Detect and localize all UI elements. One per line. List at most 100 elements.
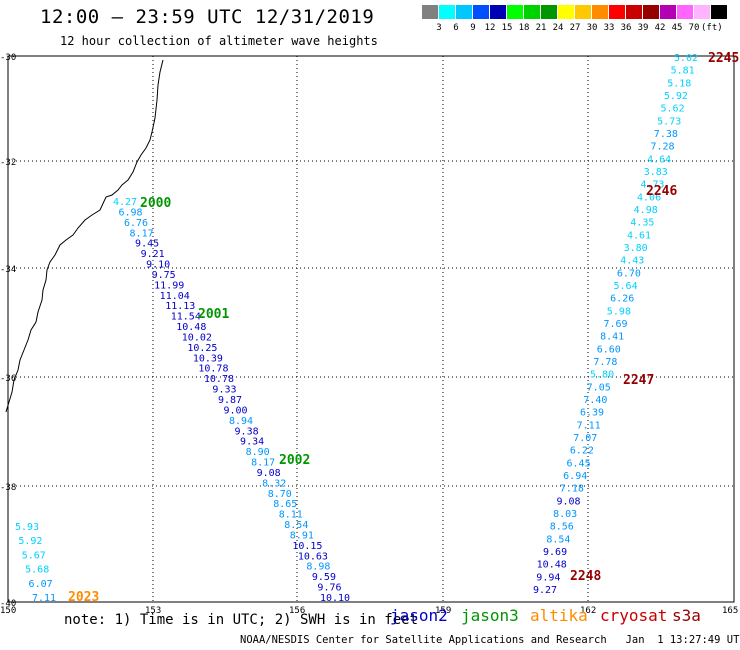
track3-swh-value: 3.83	[644, 167, 668, 178]
legend-jason3: jason3	[461, 606, 519, 625]
track3-swh-value: 6.60	[597, 344, 621, 355]
scale-label: 6	[453, 23, 459, 33]
track1-swh-value: 9.00	[223, 405, 247, 416]
track3-swh-value: 10.48	[537, 560, 567, 571]
latitude-label: -40	[0, 599, 16, 609]
coastline	[5, 59, 164, 413]
scale-swatch	[626, 5, 642, 19]
track1-swh-value: 10.78	[204, 374, 234, 385]
track2-swh-value: 5.93	[15, 522, 39, 533]
scale-swatch	[643, 5, 659, 19]
latitude-label: -30	[0, 53, 16, 63]
longitude-label: 162	[580, 606, 596, 616]
pass-time-label: 2247	[623, 373, 654, 388]
track1-swh-value: 8.94	[229, 416, 253, 427]
track3-swh-value: 7.07	[573, 433, 597, 444]
track1-swh-value: 9.75	[152, 270, 176, 281]
track3-swh-value: 9.08	[556, 496, 580, 507]
track3-swh-value: 9.69	[543, 547, 567, 558]
track2-swh-value: 5.67	[22, 550, 46, 561]
track3-swh-value: 7.05	[587, 382, 611, 393]
track3-swh-value: 9.94	[536, 572, 560, 583]
scale-label: 12	[484, 23, 496, 33]
track3-swh-value: 5.18	[667, 78, 691, 89]
map-subtitle: 12 hour collection of altimeter wave hei…	[60, 34, 378, 48]
track1-swh-value: 8.65	[273, 499, 297, 510]
track1-swh-value: 6.98	[118, 207, 142, 218]
latitude-label: -38	[0, 483, 16, 493]
track3-swh-value: 8.54	[546, 534, 570, 545]
track3-swh-value: 6.26	[610, 294, 634, 305]
track1-swh-value: 11.99	[154, 280, 184, 291]
track3-swh-value: 5.92	[664, 91, 688, 102]
scale-label: 24	[552, 23, 564, 33]
track1-swh-value: 9.38	[235, 426, 259, 437]
track1-swh-value: 8.98	[306, 562, 330, 573]
longitude-label: 156	[289, 606, 305, 616]
scale-label: 9	[470, 23, 476, 33]
track3-swh-value: 4.73	[640, 180, 664, 191]
track3-swh-value: 5.73	[657, 116, 681, 127]
track3-swh-value: 6.70	[617, 268, 641, 279]
track1-swh-value: 6.76	[124, 218, 148, 229]
pass-time-label: 2000	[140, 196, 171, 211]
track1-swh-value: 10.15	[292, 541, 322, 552]
track1-swh-value: 11.04	[160, 291, 190, 302]
track1-swh-value: 8.11	[279, 510, 303, 521]
track3-swh-value: 6.45	[567, 458, 591, 469]
track1-swh-value: 4.27	[113, 197, 137, 208]
scale-swatch	[592, 5, 608, 19]
track1-swh-value: 8.17	[130, 228, 154, 239]
pass-time-label: 2001	[198, 307, 229, 322]
track1-swh-value: 8.17	[251, 458, 275, 469]
footer-credit: NOAA/NESDIS Center for Satellite Applica…	[240, 634, 740, 646]
scale-swatch	[660, 5, 676, 19]
scale-swatch	[694, 5, 710, 19]
track3-swh-value: 4.06	[637, 192, 661, 203]
track1-swh-value: 10.10	[320, 593, 350, 604]
track1-swh-value: 9.33	[212, 385, 236, 396]
map-title: 12:00 – 23:59 UTC 12/31/2019	[40, 6, 375, 28]
track1-swh-value: 10.63	[298, 551, 328, 562]
track1-swh-value: 8.91	[290, 530, 314, 541]
scale-label: 21	[535, 23, 547, 33]
track3-swh-value: 8.03	[553, 509, 577, 520]
track3-swh-value: 5.64	[614, 281, 638, 292]
plot-border	[7, 55, 735, 603]
track3-swh-value: 7.40	[583, 395, 607, 406]
track2-swh-value: 6.07	[29, 579, 53, 590]
track1-swh-value: 11.13	[165, 301, 195, 312]
track3-swh-value: 5.80	[590, 370, 614, 381]
track3-swh-value: 7.69	[603, 319, 627, 330]
scale-label: 42	[654, 23, 666, 33]
track3-swh-value: 7.18	[560, 484, 584, 495]
scale-swatch	[439, 5, 455, 19]
scale-label: 27	[569, 23, 581, 33]
track1-swh-value: 9.21	[141, 249, 165, 260]
track3-swh-value: 6.22	[570, 446, 594, 457]
pass-time-label: 2002	[279, 453, 310, 468]
scale-label: 70	[688, 23, 700, 33]
track1-swh-value: 8.54	[284, 520, 308, 531]
swh-tracks: 4.276.986.768.179.459.219.109.7511.9911.…	[15, 51, 739, 605]
pass-time-label: 2023	[68, 590, 99, 605]
scale-swatch	[558, 5, 574, 19]
track1-swh-value: 10.02	[182, 332, 212, 343]
track1-swh-value: 9.34	[240, 437, 264, 448]
track1-swh-value: 8.90	[246, 447, 270, 458]
track3-swh-value: 7.78	[593, 357, 617, 368]
track2-swh-value: 7.11	[32, 593, 56, 604]
scale-swatch	[541, 5, 557, 19]
scale-label: 39	[637, 23, 649, 33]
track1-swh-value: 9.10	[146, 260, 170, 271]
track1-swh-value: 8.70	[268, 489, 292, 500]
track3-swh-value: 4.43	[620, 256, 644, 267]
scale-label: 45	[671, 23, 683, 33]
track3-swh-value: 9.27	[533, 585, 557, 596]
latitude-label: -32	[0, 158, 16, 168]
track3-swh-value: 8.56	[550, 522, 574, 533]
track1-swh-value: 9.87	[218, 395, 242, 406]
scale-label: 30	[586, 23, 598, 33]
